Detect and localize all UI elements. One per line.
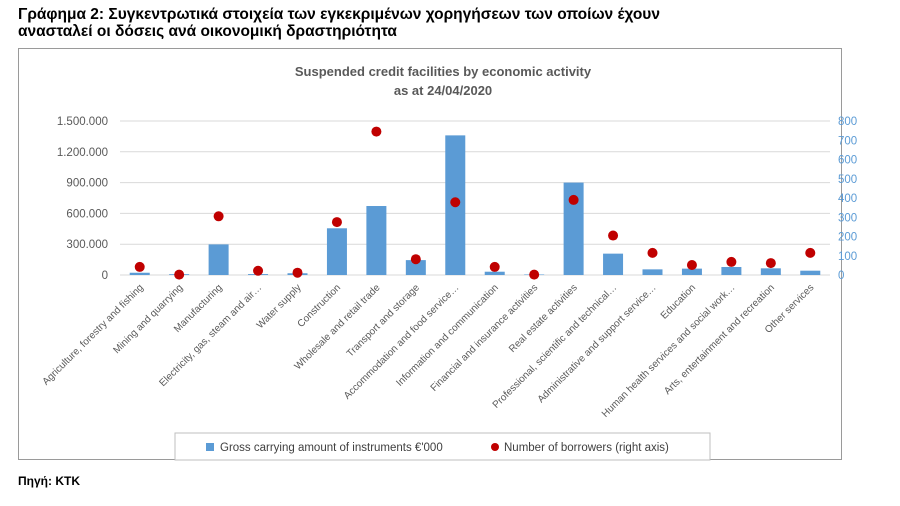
- bar: [760, 268, 781, 275]
- right-axis: 0 100 200 300 400 500 600 700 800: [838, 116, 857, 282]
- point: [726, 256, 737, 267]
- left-tick-label: 1.500.000: [57, 116, 108, 128]
- bar: [208, 244, 229, 275]
- bar: [563, 182, 584, 275]
- gridlines: [120, 120, 830, 276]
- left-tick-label: 0: [102, 270, 108, 282]
- bar: [721, 266, 742, 275]
- left-tick-label: 600.000: [66, 208, 108, 220]
- point: [489, 261, 500, 272]
- left-tick-label: 1.200.000: [57, 147, 108, 159]
- point: [371, 126, 382, 137]
- right-tick-label: 300: [838, 212, 857, 224]
- bar: [129, 272, 150, 275]
- category-label: Education: [659, 282, 698, 321]
- point: [608, 230, 619, 241]
- point: [253, 265, 264, 276]
- bar: [366, 206, 387, 275]
- bar: [800, 270, 821, 275]
- chart-subtitle: as at 24/04/2020: [394, 83, 492, 98]
- right-tick-label: 500: [838, 174, 857, 186]
- left-tick-label: 900.000: [66, 178, 108, 190]
- category-label: Real estate activities: [507, 282, 580, 355]
- chart-title: Suspended credit facilities by economic …: [295, 64, 592, 79]
- bar: [681, 268, 702, 275]
- legend-box: [174, 432, 711, 461]
- category-label: Mining and quarrying: [111, 282, 185, 356]
- right-tick-label: 400: [838, 193, 857, 205]
- category-labels: Agriculture, forestry and fishingMining …: [41, 282, 817, 420]
- point: [292, 267, 303, 278]
- point: [331, 217, 342, 228]
- figure-heading: Γράφημα 2: Συγκεντρωτικά στοιχεία των εγ…: [18, 6, 878, 40]
- point: [213, 211, 224, 222]
- legend-dot-label: Number of borrowers (right axis): [504, 442, 669, 454]
- bar: [405, 260, 426, 275]
- legend-item-dots: Number of borrowers (right axis): [491, 442, 669, 454]
- point: [410, 254, 421, 265]
- point: [568, 194, 579, 205]
- left-tick-label: 300.000: [66, 239, 108, 251]
- scatter-series: [134, 126, 816, 280]
- legend-item-bars: Gross carrying amount of instruments €'0…: [206, 442, 443, 454]
- right-tick-label: 800: [838, 116, 857, 128]
- source-note: Πηγή: ΚΤΚ: [18, 474, 80, 488]
- figure-heading-line-2: ανασταλεί οι δόσεις ανά οικονομική δραστ…: [18, 23, 397, 40]
- bar: [642, 269, 663, 275]
- bar: [484, 271, 505, 275]
- point: [529, 269, 540, 280]
- bar: [603, 253, 624, 275]
- point: [174, 269, 185, 280]
- point: [805, 247, 816, 258]
- bar-series: [129, 135, 821, 275]
- left-axis: 0 300.000 600.000 900.000 1.200.000 1.500.000: [57, 116, 108, 282]
- right-tick-label: 600: [838, 155, 857, 167]
- point: [450, 197, 461, 208]
- legend-bar-swatch: [206, 443, 214, 451]
- point: [686, 259, 697, 270]
- legend-bar-label: Gross carrying amount of instruments €'0…: [220, 442, 443, 454]
- point: [134, 261, 145, 272]
- right-tick-label: 200: [838, 232, 857, 244]
- point: [647, 247, 658, 258]
- legend-dot-swatch: [491, 443, 499, 451]
- category-label: Transport and storage: [345, 282, 422, 359]
- bar: [326, 228, 347, 275]
- right-tick-label: 0: [838, 270, 844, 282]
- right-tick-label: 700: [838, 135, 857, 147]
- point: [765, 258, 776, 269]
- figure-heading-line-1: Γράφημα 2: Συγκεντρωτικά στοιχεία των εγ…: [18, 6, 660, 23]
- right-tick-label: 100: [838, 251, 857, 263]
